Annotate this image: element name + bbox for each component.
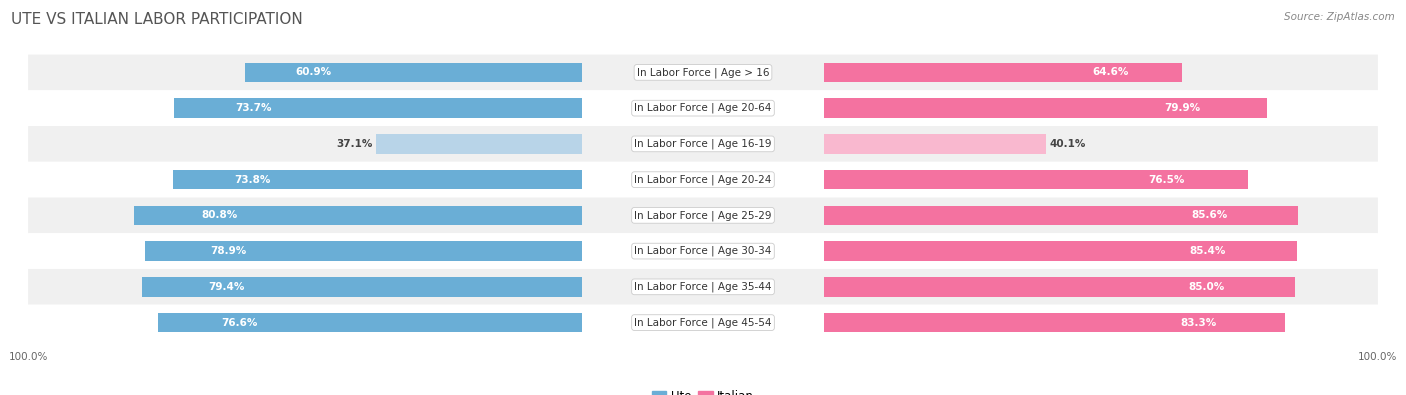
Bar bbox=[824, 134, 1046, 154]
Bar bbox=[174, 98, 582, 118]
Text: In Labor Force | Age 35-44: In Labor Force | Age 35-44 bbox=[634, 282, 772, 292]
Text: 76.6%: 76.6% bbox=[221, 318, 257, 327]
Legend: Ute, Italian: Ute, Italian bbox=[647, 385, 759, 395]
Text: 79.9%: 79.9% bbox=[1164, 103, 1201, 113]
Bar bbox=[824, 170, 1249, 190]
Text: In Labor Force | Age 30-34: In Labor Force | Age 30-34 bbox=[634, 246, 772, 256]
Bar bbox=[173, 170, 582, 190]
Bar bbox=[824, 313, 1285, 333]
Text: UTE VS ITALIAN LABOR PARTICIPATION: UTE VS ITALIAN LABOR PARTICIPATION bbox=[11, 12, 304, 27]
Bar bbox=[145, 241, 582, 261]
Text: 64.6%: 64.6% bbox=[1092, 68, 1129, 77]
Text: 79.4%: 79.4% bbox=[208, 282, 245, 292]
Text: 85.4%: 85.4% bbox=[1189, 246, 1226, 256]
Text: 73.8%: 73.8% bbox=[235, 175, 271, 184]
Bar bbox=[824, 62, 1182, 82]
Text: Source: ZipAtlas.com: Source: ZipAtlas.com bbox=[1284, 12, 1395, 22]
FancyBboxPatch shape bbox=[28, 305, 1378, 340]
FancyBboxPatch shape bbox=[28, 233, 1378, 269]
Text: In Labor Force | Age 20-64: In Labor Force | Age 20-64 bbox=[634, 103, 772, 113]
Bar bbox=[824, 241, 1298, 261]
FancyBboxPatch shape bbox=[28, 269, 1378, 305]
Text: 40.1%: 40.1% bbox=[1050, 139, 1087, 149]
Text: 80.8%: 80.8% bbox=[201, 211, 238, 220]
Bar bbox=[245, 62, 582, 82]
Text: 37.1%: 37.1% bbox=[336, 139, 373, 149]
Text: 60.9%: 60.9% bbox=[295, 68, 332, 77]
Bar bbox=[157, 313, 582, 333]
Text: 85.6%: 85.6% bbox=[1191, 211, 1227, 220]
FancyBboxPatch shape bbox=[28, 90, 1378, 126]
Text: In Labor Force | Age 20-24: In Labor Force | Age 20-24 bbox=[634, 174, 772, 185]
Text: 73.7%: 73.7% bbox=[235, 103, 271, 113]
Bar bbox=[142, 277, 582, 297]
Bar bbox=[824, 98, 1267, 118]
Bar bbox=[135, 205, 582, 225]
FancyBboxPatch shape bbox=[28, 55, 1378, 90]
Bar bbox=[377, 134, 582, 154]
Text: 78.9%: 78.9% bbox=[211, 246, 246, 256]
Text: 76.5%: 76.5% bbox=[1147, 175, 1184, 184]
Text: In Labor Force | Age > 16: In Labor Force | Age > 16 bbox=[637, 67, 769, 78]
Text: In Labor Force | Age 45-54: In Labor Force | Age 45-54 bbox=[634, 317, 772, 328]
Text: In Labor Force | Age 16-19: In Labor Force | Age 16-19 bbox=[634, 139, 772, 149]
FancyBboxPatch shape bbox=[28, 198, 1378, 233]
Text: In Labor Force | Age 25-29: In Labor Force | Age 25-29 bbox=[634, 210, 772, 221]
FancyBboxPatch shape bbox=[28, 162, 1378, 198]
Bar bbox=[824, 205, 1298, 225]
Bar bbox=[824, 277, 1295, 297]
FancyBboxPatch shape bbox=[28, 126, 1378, 162]
Text: 85.0%: 85.0% bbox=[1188, 282, 1225, 292]
Text: 83.3%: 83.3% bbox=[1180, 318, 1216, 327]
